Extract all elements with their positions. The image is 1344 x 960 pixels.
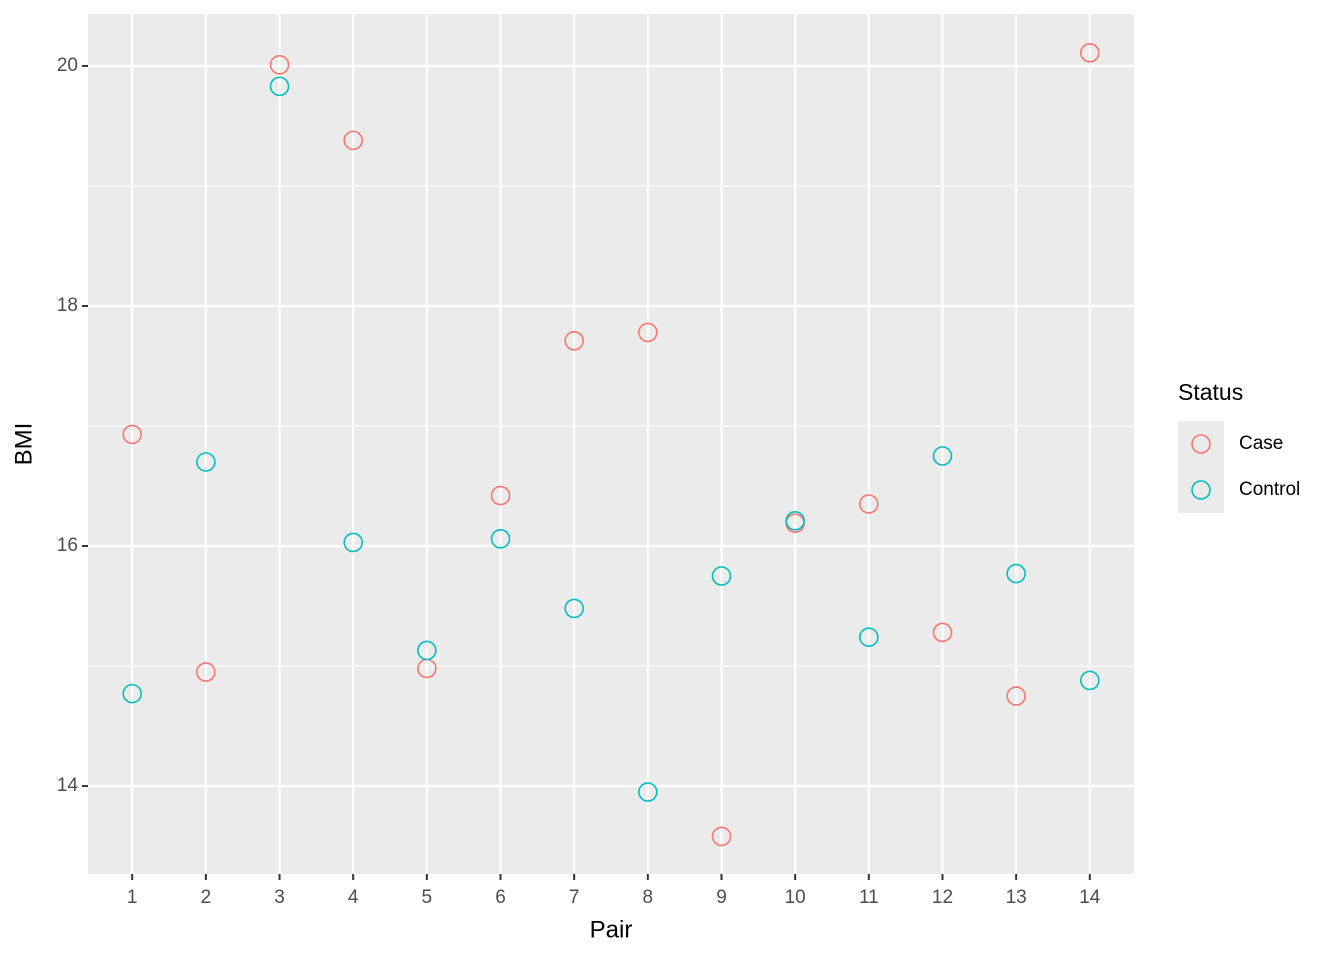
- x-tick-label: 5: [422, 887, 433, 908]
- panel: [88, 14, 1134, 874]
- point: [1080, 42, 1100, 63]
- point: [932, 622, 953, 643]
- point: [196, 452, 216, 472]
- point: [932, 446, 953, 466]
- legend: Case Control: [1178, 421, 1300, 513]
- grid: [88, 14, 1134, 874]
- x-tick-label: 13: [1006, 887, 1027, 908]
- point: [785, 511, 805, 531]
- x-tick-label: 11: [859, 887, 879, 908]
- x-tick-label: 1: [127, 887, 138, 908]
- point: [196, 662, 216, 682]
- point: [638, 322, 658, 343]
- point: [1006, 563, 1026, 584]
- point: [1080, 670, 1100, 691]
- x-tick-label: 3: [274, 887, 285, 908]
- legend-symbol: [1191, 480, 1211, 500]
- point: [269, 54, 290, 75]
- legend-key: [1178, 421, 1224, 467]
- point: [564, 330, 584, 351]
- y-tick-label: 16: [57, 535, 78, 556]
- x-tick-label: 8: [643, 887, 654, 908]
- point: [564, 598, 584, 619]
- point: [417, 640, 437, 661]
- point: [122, 424, 142, 445]
- point: [122, 683, 142, 704]
- point: [638, 782, 658, 802]
- point: [490, 529, 511, 549]
- x-tick-label: 6: [495, 887, 506, 908]
- x-tick-label: 14: [1079, 887, 1101, 908]
- y-axis-title: BMI: [10, 423, 37, 466]
- x-tick-label: 7: [569, 887, 580, 908]
- point: [711, 566, 732, 586]
- legend-label: Control: [1239, 479, 1300, 500]
- point: [343, 532, 363, 553]
- legend-symbol: [1191, 434, 1211, 454]
- marks: [122, 42, 1100, 847]
- point: [859, 627, 879, 648]
- legend-key: [1178, 467, 1224, 513]
- point: [859, 494, 879, 514]
- point: [490, 485, 511, 506]
- x-tick-label: 9: [716, 887, 727, 908]
- y-tick-label: 14: [57, 775, 79, 796]
- x-tick-label: 12: [932, 887, 953, 908]
- x-tick-label: 2: [201, 887, 212, 908]
- point: [1006, 686, 1026, 706]
- y-tick-label: 20: [57, 55, 78, 76]
- x-axis-title: Pair: [590, 916, 633, 943]
- point: [343, 130, 363, 151]
- legend-label: Case: [1239, 433, 1283, 454]
- x-tick-label: 10: [785, 887, 806, 908]
- y-tick-label: 18: [57, 295, 78, 316]
- point: [711, 826, 732, 847]
- x-tick-label: 4: [348, 887, 359, 908]
- point: [269, 76, 290, 97]
- legend-title: Status: [1178, 379, 1243, 405]
